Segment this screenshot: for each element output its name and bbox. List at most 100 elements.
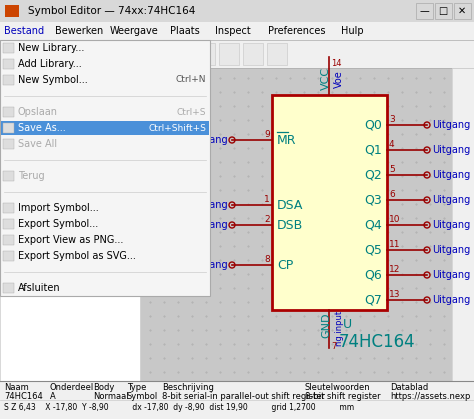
Text: DSA: DSA xyxy=(277,199,303,212)
Text: 10: 10 xyxy=(389,215,401,224)
Bar xyxy=(3,139,14,149)
Text: CP: CP xyxy=(277,259,293,272)
Text: 8-bit serial-in parallel-out shift register: 8-bit serial-in parallel-out shift regis… xyxy=(162,392,325,401)
Text: —: — xyxy=(419,6,429,16)
Bar xyxy=(0,40,474,68)
Text: Type: Type xyxy=(127,383,146,392)
Text: Uitgang: Uitgang xyxy=(432,195,470,205)
Text: 74HC164: 74HC164 xyxy=(18,187,60,197)
Text: Datablad: Datablad xyxy=(390,383,428,392)
Bar xyxy=(3,123,14,133)
Text: ✕: ✕ xyxy=(458,6,466,16)
Text: Q6: Q6 xyxy=(364,269,382,282)
Bar xyxy=(3,43,14,53)
Bar xyxy=(3,203,14,213)
Text: 12: 12 xyxy=(389,265,401,274)
Text: 74HC164: 74HC164 xyxy=(339,333,416,351)
Text: Uitgang: Uitgang xyxy=(432,120,470,130)
Bar xyxy=(3,75,14,85)
Text: □: □ xyxy=(438,6,447,16)
Text: Ingang: Ingang xyxy=(194,220,228,230)
Text: Save All: Save All xyxy=(18,139,57,149)
Bar xyxy=(3,251,14,261)
Text: Ingang: Ingang xyxy=(194,135,228,145)
Text: 9: 9 xyxy=(264,130,270,139)
Bar xyxy=(3,219,14,229)
Bar xyxy=(195,43,215,65)
Text: 74HC74: 74HC74 xyxy=(18,132,54,140)
Text: Import Symbol...: Import Symbol... xyxy=(18,203,99,213)
Text: Uitgang: Uitgang xyxy=(432,220,470,230)
Text: Naam: Naam xyxy=(4,383,29,392)
Bar xyxy=(267,43,287,65)
Text: Q0: Q0 xyxy=(364,119,382,132)
Text: Export Symbol as SVG...: Export Symbol as SVG... xyxy=(18,251,136,261)
Text: 14: 14 xyxy=(331,59,341,68)
Text: Opslaan: Opslaan xyxy=(18,107,58,117)
Text: 74HC137: 74HC137 xyxy=(18,173,60,183)
Text: 74HC164: 74HC164 xyxy=(4,392,43,401)
Text: Ingang: Ingang xyxy=(194,200,228,210)
Bar xyxy=(0,22,474,40)
Text: Beschrijving: Beschrijving xyxy=(162,383,214,392)
Bar xyxy=(51,43,71,65)
Text: Hulp: Hulp xyxy=(341,26,364,36)
Text: Symbol: Symbol xyxy=(127,392,158,401)
Text: S Z 6,43    X -17,80  Y -8,90          dx -17,80  dy -8,90  dist 19,90          : S Z 6,43 X -17,80 Y -8,90 dx -17,80 dy -… xyxy=(4,403,354,412)
Text: Q5: Q5 xyxy=(364,243,382,256)
Text: GND: GND xyxy=(321,312,331,337)
Text: Ingang: Ingang xyxy=(194,260,228,270)
Bar xyxy=(171,43,191,65)
Bar xyxy=(123,43,143,65)
Text: DSB: DSB xyxy=(277,218,303,232)
Text: 1: 1 xyxy=(264,195,270,204)
Text: Uitgang: Uitgang xyxy=(432,170,470,180)
Text: 2: 2 xyxy=(264,215,270,224)
Bar xyxy=(99,43,119,65)
Bar xyxy=(3,43,23,65)
Text: Bestand: Bestand xyxy=(4,26,44,36)
Bar xyxy=(5,5,19,17)
Text: Q1: Q1 xyxy=(364,143,382,157)
Text: 8-bit shift register: 8-bit shift register xyxy=(305,392,381,401)
Text: Normaal: Normaal xyxy=(93,392,128,401)
Bar xyxy=(3,283,14,293)
Text: 8: 8 xyxy=(264,255,270,264)
Text: 74HC00: 74HC00 xyxy=(18,75,54,85)
Bar xyxy=(452,68,474,381)
Text: 74HC86: 74HC86 xyxy=(18,145,54,155)
Bar xyxy=(3,235,14,245)
Bar xyxy=(3,59,14,69)
Text: 74HC590: 74HC590 xyxy=(18,285,60,295)
Bar xyxy=(75,43,95,65)
Text: VCC: VCC xyxy=(321,67,331,90)
Text: Voe: Voe xyxy=(334,70,344,88)
Bar xyxy=(0,68,140,381)
Bar xyxy=(454,3,471,19)
Text: Ctrl+N: Ctrl+N xyxy=(175,75,206,85)
Bar xyxy=(416,3,433,19)
Bar xyxy=(435,3,452,19)
Text: Plaats: Plaats xyxy=(170,26,200,36)
Text: 74HC240: 74HC240 xyxy=(18,215,60,225)
Text: Symbol Editor — 74xx:74HC164: Symbol Editor — 74xx:74HC164 xyxy=(28,6,195,16)
Text: 74HC14: 74HC14 xyxy=(18,117,54,127)
Text: 74HC273: 74HC273 xyxy=(18,258,60,266)
Text: Save As...: Save As... xyxy=(18,123,66,133)
Text: Uitgang: Uitgang xyxy=(432,145,470,155)
Text: 4: 4 xyxy=(389,140,395,149)
Text: 74HC237: 74HC237 xyxy=(18,202,60,210)
Text: Ctrl+S: Ctrl+S xyxy=(176,108,206,116)
Text: 74HC245: 74HC245 xyxy=(18,243,60,253)
Bar xyxy=(0,0,474,22)
Text: Add Library...: Add Library... xyxy=(18,59,82,69)
Text: Terug: Terug xyxy=(18,171,45,181)
Text: New Symbol...: New Symbol... xyxy=(18,75,88,85)
Text: Bewerken: Bewerken xyxy=(55,26,103,36)
Text: Inspect: Inspect xyxy=(215,26,251,36)
Text: Q7: Q7 xyxy=(364,293,382,307)
Bar xyxy=(219,43,239,65)
Text: 3: 3 xyxy=(389,115,395,124)
Text: 13: 13 xyxy=(389,290,401,299)
Text: Preferences: Preferences xyxy=(268,26,326,36)
